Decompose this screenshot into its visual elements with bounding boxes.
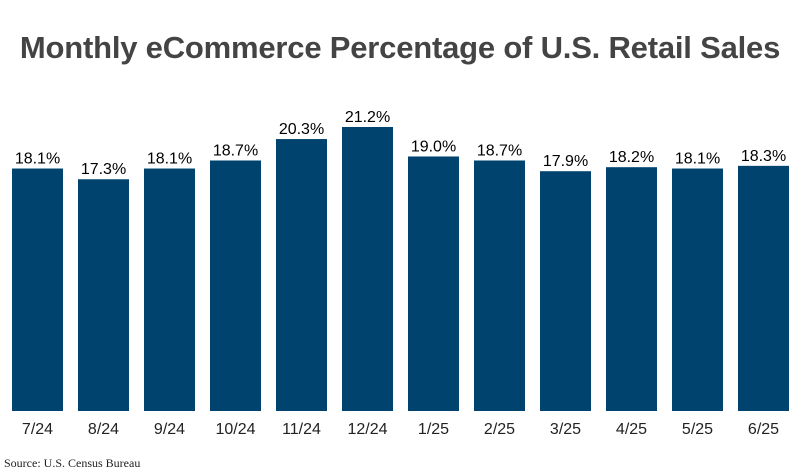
bar-11-24 [276,139,327,411]
data-label: 18.1% [15,151,60,168]
bar-4-25 [606,167,657,411]
x-tick-label: 10/24 [215,421,255,438]
x-tick-label: 3/25 [550,421,581,438]
data-label: 19.0% [411,138,456,155]
bar-3-25 [540,171,591,411]
chart-title: Monthly eCommerce Percentage of U.S. Ret… [19,30,781,65]
bar-9-24 [144,168,195,411]
data-label: 17.3% [81,161,126,178]
bars-layer [12,127,789,411]
x-tick-label: 2/25 [484,421,515,438]
data-label: 21.2% [345,109,390,126]
data-label: 18.7% [213,142,258,159]
data-label: 20.3% [279,121,324,138]
x-tick-labels-layer: 7/24 8/24 9/24 10/24 11/24 12/24 1/25 2/25 3/25 4… [22,421,779,438]
bar-5-25 [672,168,723,411]
data-label: 18.3% [741,148,786,165]
data-label: 17.9% [543,153,588,170]
bar-7-24 [12,168,63,411]
data-label: 18.7% [477,142,522,159]
x-tick-label: 8/24 [88,421,119,438]
bar-10-24 [210,160,261,411]
data-label: 18.1% [147,151,192,168]
data-label: 18.2% [609,149,654,166]
x-tick-label: 6/25 [748,421,779,438]
x-tick-label: 11/24 [282,421,321,438]
bar-12-24 [342,127,393,411]
x-tick-label: 4/25 [616,421,647,438]
x-tick-label: 1/25 [418,421,449,438]
x-tick-label: 9/24 [154,421,185,438]
data-label: 18.1% [675,151,720,168]
data-labels-layer: 18.1% 17.3% 18.1% 18.7% 20.3% 21.2% 19.0% 18.7%… [15,109,786,178]
bar-1-25 [408,156,459,411]
bar-8-24 [78,179,129,411]
x-tick-label: 5/25 [682,421,713,438]
source-note: Source: U.S. Census Bureau [4,456,141,470]
bar-2-25 [474,160,525,411]
x-tick-label: 12/24 [347,421,387,438]
bar-6-25 [738,165,789,411]
x-tick-label: 7/24 [22,421,53,438]
